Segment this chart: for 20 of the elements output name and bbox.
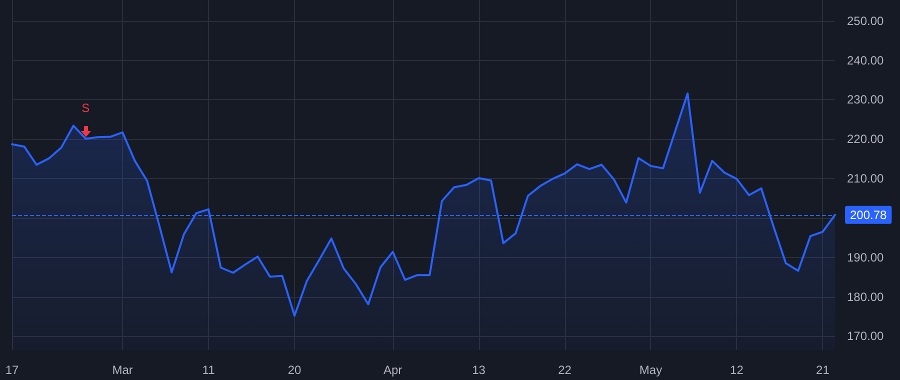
x-tick-label: Apr [383,363,402,377]
x-tick-label: Mar [112,363,133,377]
y-tick-label: 170.00 [847,329,884,344]
x-tick-label: 13 [472,363,486,377]
y-tick-label: 220.00 [847,132,884,146]
ref-line-label: 200.78 [850,208,888,222]
annotation: S [80,100,91,115]
y-tick-label: 210.00 [847,172,884,186]
x-tick-label: 12 [730,363,744,377]
x-tick-label: 22 [558,363,572,377]
y-tick-label: 230.00 [847,92,884,107]
x-tick-label: 11 [202,363,216,377]
y-tick-label: 190.00 [847,250,884,264]
x-tick-label: 21 [816,363,830,377]
y-tick-label: 180.00 [847,290,884,304]
x-tick-label: 20 [288,363,302,377]
x-tick-label: 17 [5,363,19,377]
x-tick-label: May [639,363,662,377]
y-tick-label: 250.00 [847,14,884,28]
y-tick-label: 240.00 [847,53,884,68]
